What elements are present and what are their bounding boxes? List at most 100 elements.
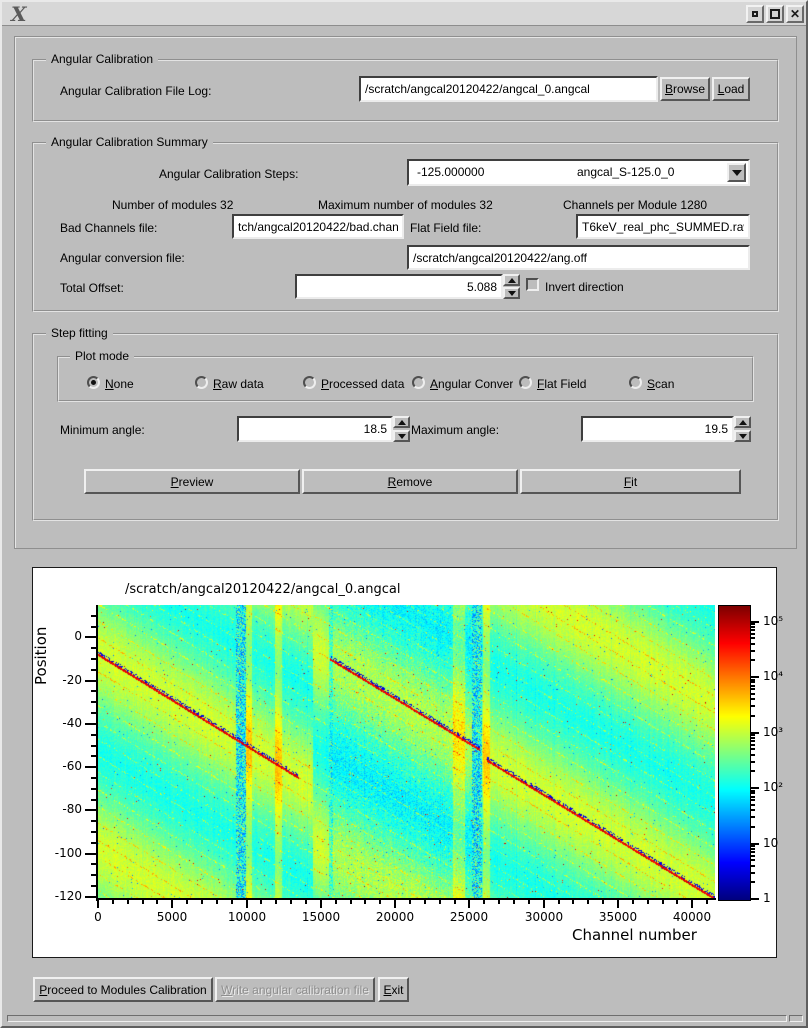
triangle-down-icon <box>397 433 406 439</box>
exit-button[interactable]: Exit <box>378 977 409 1002</box>
total-offset-label: Total Offset: <box>60 281 124 295</box>
y-axis-tick-minor <box>91 669 98 671</box>
colorbar-tick-label: 10² <box>763 780 784 794</box>
x-axis-tick <box>97 900 99 908</box>
maximize-button[interactable] <box>766 5 784 23</box>
y-axis-tick-minor <box>91 788 98 790</box>
colorbar-tick-minor <box>750 881 755 883</box>
triangle-up-icon <box>507 277 516 283</box>
status-bar <box>7 1015 787 1022</box>
stepper-down-button[interactable] <box>393 430 410 442</box>
plot-mode-label-angular-conversion[interactable]: Angular Conver <box>430 377 514 391</box>
plot-mode-label-flat-field[interactable]: Flat Field <box>537 377 587 391</box>
x-axis-tick-minor <box>483 900 485 904</box>
plot-mode-radio-none[interactable] <box>87 376 100 389</box>
stepper-down-button[interactable] <box>734 430 751 442</box>
browse-button[interactable]: Browse <box>660 77 710 101</box>
max-angle-input[interactable] <box>581 416 734 442</box>
x-axis-tick-minor <box>424 900 426 904</box>
y-axis-tick-minor <box>91 701 98 703</box>
colorbar-tick <box>750 621 759 623</box>
y-axis-tick <box>85 723 98 725</box>
file-log-label: Angular Calibration File Log: <box>60 84 212 98</box>
file-log-input[interactable] <box>359 76 658 102</box>
bad-channels-input[interactable] <box>232 214 404 239</box>
colorbar-tick-minor <box>750 715 755 717</box>
y-axis-tick-minor <box>91 799 98 801</box>
total-offset-input[interactable] <box>295 274 503 299</box>
plot-mode-label-none[interactable]: None <box>105 377 134 391</box>
fit-button[interactable]: Fit <box>520 469 741 494</box>
steps-value-name: angcal_S-125.0_0 <box>577 165 675 179</box>
y-tick-label: -80 <box>62 802 82 816</box>
y-axis-tick-minor <box>91 820 98 822</box>
colorbar-tick-minor <box>750 872 755 874</box>
plot-mode-group <box>57 356 754 402</box>
num-modules-text: Number of modules 32 <box>112 198 234 212</box>
x-tick-label: 35000 <box>598 910 638 924</box>
colorbar-tick-minor <box>750 633 755 635</box>
plot-mode-radio-processed-data[interactable] <box>303 376 316 389</box>
total-offset-stepper <box>503 274 520 299</box>
remove-button[interactable]: Remove <box>302 469 518 494</box>
x-axis-tick-minor <box>602 900 604 904</box>
colorbar-tick-minor <box>750 859 755 861</box>
load-button[interactable]: Load <box>712 77 750 101</box>
colorbar-tick-minor <box>750 855 755 857</box>
y-axis-tick-minor <box>91 745 98 747</box>
x-axis-tick <box>691 900 693 908</box>
resize-grip[interactable] <box>789 1015 803 1022</box>
plot-mode-radio-raw-data[interactable] <box>195 376 208 389</box>
titlebar[interactable]: X ✕ <box>2 2 806 26</box>
min-angle-input[interactable] <box>237 416 393 442</box>
preview-button[interactable]: Preview <box>84 469 300 494</box>
colorbar-tick-minor <box>750 748 755 750</box>
colorbar-tick-minor <box>750 737 755 739</box>
step-fitting-group-title: Step fitting <box>46 326 113 340</box>
x-tick-label: 40000 <box>672 910 712 924</box>
x-axis-tick-minor <box>290 900 292 904</box>
steps-combobox[interactable]: -125.000000 angcal_S-125.0_0 <box>407 159 750 186</box>
max-angle-stepper <box>734 416 751 442</box>
y-tick-label: -40 <box>62 716 82 730</box>
y-axis-tick-minor <box>91 777 98 779</box>
plot-mode-radio-flat-field[interactable] <box>519 376 532 389</box>
y-axis-tick <box>85 853 98 855</box>
x-axis-tick-minor <box>112 900 114 904</box>
stepper-up-button[interactable] <box>734 416 751 428</box>
plot-mode-label-scan[interactable]: Scan <box>647 377 675 391</box>
close-button[interactable]: ✕ <box>786 5 804 23</box>
x-tick-label: 25000 <box>449 910 489 924</box>
x-axis-tick-minor <box>528 900 530 904</box>
stepper-up-button[interactable] <box>503 274 520 286</box>
plot-mode-label-raw-data[interactable]: Raw data <box>213 377 264 391</box>
plot-mode-label-processed-data[interactable]: Processed data <box>321 377 405 391</box>
colorbar-tick-minor <box>750 816 755 818</box>
angular-conversion-input[interactable] <box>407 245 750 270</box>
colorbar-tick-minor <box>750 826 755 828</box>
minimize-button[interactable] <box>746 5 764 23</box>
colorbar-tick <box>750 898 759 900</box>
y-tick-label: 0 <box>74 629 82 643</box>
flat-field-label: Flat Field file: <box>410 221 482 235</box>
chevron-down-icon[interactable] <box>727 163 746 182</box>
flat-field-input[interactable] <box>576 214 750 239</box>
angular-calibration-group <box>32 59 779 122</box>
x-axis-tick-minor <box>454 900 456 904</box>
write-angular-calibration-button[interactable]: Write angular calibration file <box>215 977 375 1002</box>
colorbar-tick-minor <box>750 688 755 690</box>
colorbar-tick-minor <box>750 865 755 867</box>
plot-mode-radio-scan[interactable] <box>629 376 642 389</box>
invert-direction-checkbox[interactable] <box>526 278 539 291</box>
colorbar-tick-minor <box>750 809 755 811</box>
x-axis-tick-minor <box>275 900 277 904</box>
stepper-up-button[interactable] <box>393 416 410 428</box>
plot-mode-group-title: Plot mode <box>70 349 135 363</box>
proceed-modules-calibration-button[interactable]: Proceed to Modules Calibration <box>33 977 213 1002</box>
stepper-down-button[interactable] <box>503 287 520 299</box>
plot-mode-radio-angular-conversion[interactable] <box>412 376 425 389</box>
colorbar-tick-minor <box>750 761 755 763</box>
colorbar-tick-minor <box>750 804 755 806</box>
x-axis-tick-minor <box>201 900 203 904</box>
